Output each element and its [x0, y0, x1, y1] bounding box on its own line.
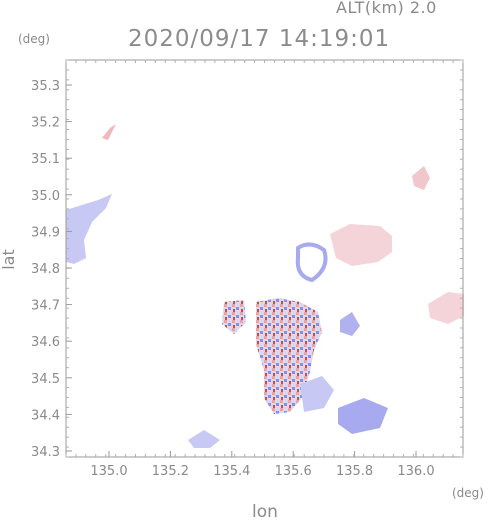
lat-tick-label: 34.7 — [31, 299, 60, 314]
lon-axis: 135.0 135.2 135.4 135.6 135.8 136.0 — [65, 60, 464, 479]
echo-east — [428, 292, 464, 324]
lon-tick-label: 136.0 — [397, 464, 434, 479]
lat-tick-label: 35.0 — [31, 189, 60, 204]
echo-south-center — [300, 376, 334, 412]
echo-ring — [295, 242, 328, 283]
lat-tick-label: 34.5 — [31, 372, 60, 387]
echo-layer — [66, 124, 464, 448]
lat-tick-label: 34.4 — [31, 408, 60, 423]
lat-tick-label: 34.9 — [31, 225, 60, 240]
echo-east-center — [340, 312, 360, 336]
lon-axis-title: lon — [252, 502, 278, 522]
echo-north-speck — [102, 124, 116, 140]
echo-southeast — [338, 398, 388, 434]
lat-tick-label: 34.3 — [31, 445, 60, 460]
lat-tick-label: 35.2 — [31, 116, 60, 131]
echo-west — [66, 194, 112, 264]
lat-axis: 35.3 35.2 35.1 35.0 34.9 34.8 34.7 34.6 34.5 34.4… — [31, 59, 463, 460]
lat-tick-label: 34.8 — [31, 262, 60, 277]
lat-unit-label: (deg) — [18, 32, 50, 46]
echo-south — [188, 430, 220, 448]
lon-unit-label: (deg) — [452, 486, 484, 500]
lat-tick-label: 34.6 — [31, 335, 60, 350]
lon-tick-label: 135.8 — [336, 464, 373, 479]
lon-tick-label: 135.4 — [213, 464, 250, 479]
echo-central-west — [222, 300, 246, 334]
altitude-label: ALT(km) 2.0 — [336, 0, 437, 17]
lon-tick-label: 135.6 — [275, 464, 312, 479]
lon-tick-label: 135.0 — [90, 464, 127, 479]
echo-top-right — [412, 166, 430, 190]
echo-northeast — [330, 224, 392, 266]
observation-timestamp: 2020/09/17 14:19:01 — [128, 26, 391, 52]
lat-tick-label: 35.3 — [31, 79, 60, 94]
lat-tick-label: 35.1 — [31, 152, 60, 167]
lon-tick-label: 135.2 — [152, 464, 189, 479]
